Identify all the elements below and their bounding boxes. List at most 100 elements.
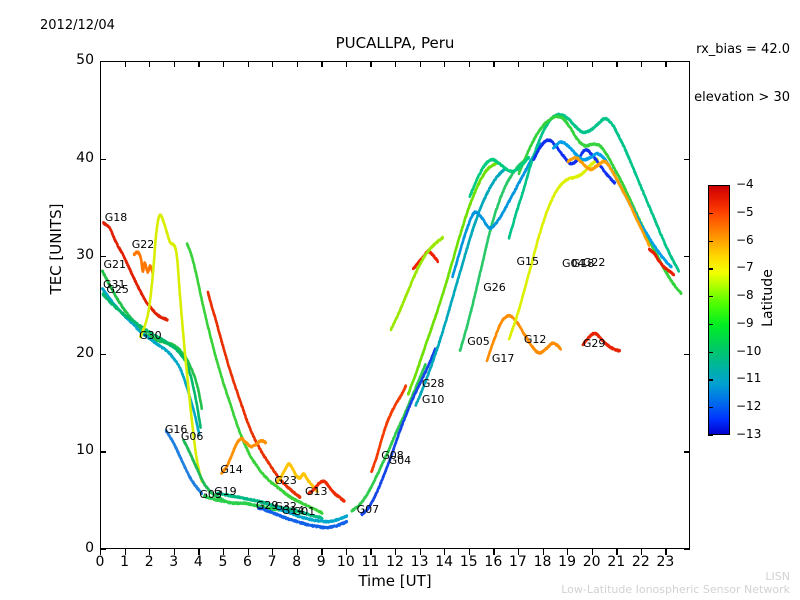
y-tick-label: 10 [76,442,94,459]
series-trace [517,114,683,295]
x-tick-mark [468,61,471,67]
colorbar-tick-mark [708,323,713,326]
prn-label: G17 [491,351,515,365]
x-tick-mark [370,61,372,67]
prn-label: G16 [164,422,188,436]
prn-label: G26 [483,281,506,295]
x-tick-mark [395,549,397,555]
colorbar-gradient [708,185,730,435]
prn-label: G21 [103,258,126,271]
y-tick-mark [684,158,690,160]
prn-label: G22 [582,256,606,270]
prn-label: G14 [281,503,305,517]
x-tick-label: 11 [361,554,380,570]
series-trace [275,462,319,494]
footer-credit: LISN Low-Latitude Ionospheric Sensor Net… [561,570,790,596]
prn-label: G15 [516,255,539,269]
prn-label: G18 [104,211,128,225]
x-tick-mark [665,61,667,67]
series-trace [647,247,676,277]
series-trace [220,436,268,475]
x-tick-mark [321,61,323,67]
org-full-name: Low-Latitude Ionospheric Sensor Network [561,583,790,596]
series-trace [102,220,169,322]
x-tick-mark [517,61,520,67]
x-tick-label: 6 [243,554,252,570]
prn-label: G18 [571,257,595,271]
colorbar-tick-mark [708,268,713,270]
colorbar-tick-mark [708,240,713,242]
x-tick-label: 10 [336,554,355,570]
x-tick-mark [173,549,176,555]
x-tick-mark [100,549,102,555]
x-tick-mark [345,61,348,67]
prn-label: G13 [305,485,328,499]
plot-canvas: G18 G22 G21 G31 G25 G30 G16 G06 G14 G03 G19 G23 G13 G… [101,62,689,548]
org-abbr: LISN [765,570,790,583]
y-tick-label: 40 [76,149,94,166]
x-tick-mark [542,61,544,67]
series-trace [507,157,599,341]
colorbar-tick-label: −6 [736,232,754,247]
series-trace [485,313,563,363]
prn-label: G29 [582,337,606,351]
y-tick-mark [684,353,690,356]
colorbar-tick-mark [708,351,713,353]
x-tick-mark [665,549,667,555]
series-trace [451,142,543,279]
series-trace [276,507,349,524]
x-tick-label: 18 [533,554,552,570]
x-tick-mark [272,549,274,555]
y-tick-mark [684,256,690,258]
x-tick-mark [395,61,397,67]
x-tick-mark [517,549,520,555]
x-tick-label: 22 [631,554,650,570]
x-tick-mark [247,549,249,555]
series-trace [307,479,346,503]
x-tick-label: 2 [144,554,154,570]
prn-label: G30 [139,329,162,343]
x-tick-mark [345,549,348,555]
plot-title: PUCALLPA, Peru [335,34,455,52]
series-trace [566,155,651,247]
x-tick-mark [591,549,593,555]
series-trace [532,138,617,185]
colorbar-tick-mark [708,435,713,437]
y-tick-mark [100,61,106,63]
x-tick-mark [616,549,618,555]
x-axis-label: Time [UT] [358,572,432,590]
series-trace [132,250,154,275]
series-trace [216,491,324,520]
y-tick-mark [100,353,106,356]
colorbar-tick-mark [708,407,713,409]
x-tick-label: 7 [267,554,277,570]
colorbar-tick-label: −11 [736,371,762,386]
colorbar-tick-label: −7 [736,260,754,275]
x-tick-label: 9 [316,554,326,570]
y-tick-mark [684,549,690,551]
prn-label: G06 [180,429,204,443]
series-trace [406,161,499,396]
series-trace [164,429,204,495]
x-tick-mark [272,61,274,67]
colorbar-tick-label: −8 [736,288,754,303]
x-tick-mark [124,61,126,67]
x-tick-mark [296,549,298,555]
series-trace [389,235,445,332]
series-trace [101,292,202,429]
x-tick-mark [542,549,544,555]
x-tick-label: 20 [582,554,601,570]
x-tick-label: 15 [459,554,478,570]
y-tick-label: 50 [76,52,94,68]
series-trace [468,155,531,198]
series-trace [350,363,427,513]
series-trace [257,506,349,530]
y-tick-label: 0 [85,540,94,556]
prn-label: G01 [292,504,316,518]
x-tick-mark [149,61,151,67]
x-tick-mark [296,61,298,67]
tec-scatter-series [101,112,683,530]
colorbar-tick-label: −4 [736,177,754,191]
x-tick-mark [124,549,126,555]
